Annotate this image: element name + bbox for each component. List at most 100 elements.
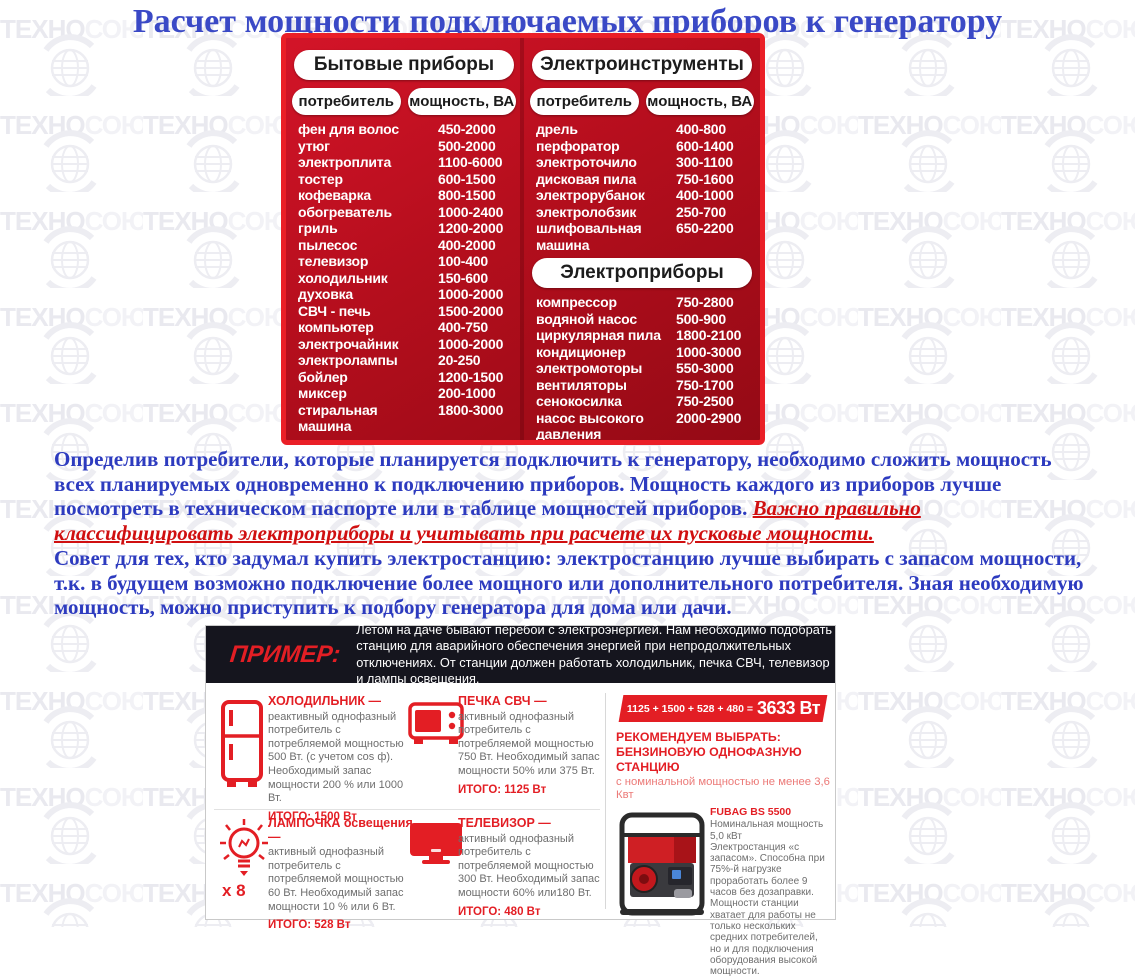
device-name: электрорубанок xyxy=(536,187,645,203)
device-power: 1000-2000 xyxy=(438,335,504,352)
item-body: активный однофазный потребитель с потреб… xyxy=(458,710,600,777)
item-total: ИТОГО: 1125 Вт xyxy=(458,783,547,796)
device-power: 100-400 xyxy=(438,253,488,269)
device-power: 400-800 xyxy=(676,121,726,137)
device-name: фен для волос xyxy=(298,121,399,137)
item-title: ТЕЛЕВИЗОР — xyxy=(458,816,551,830)
table-row: духовка 1000-2000 xyxy=(292,286,516,303)
device-name: сенокосилка xyxy=(536,393,622,409)
table-row: вентиляторы 750-1700 xyxy=(530,377,754,394)
device-power: 550-3000 xyxy=(676,360,734,376)
device-name: перфоратор xyxy=(536,137,620,154)
device-name: кондиционер xyxy=(536,343,626,360)
device-power: 750-2800 xyxy=(676,294,734,310)
table-row: стиральная машина 1800-3000 xyxy=(292,402,516,435)
example-intro: Летом на даче бывают перебои с электроэн… xyxy=(356,621,833,687)
device-name: гриль xyxy=(298,220,338,236)
device-power: 1200-2000 xyxy=(438,220,504,236)
paragraph-blue-text: Определив потребители, которые планирует… xyxy=(54,447,1052,521)
table-row: обогреватель 1000-2400 xyxy=(292,204,516,221)
device-name: телевизор xyxy=(298,253,369,269)
device-power: 250-700 xyxy=(676,203,726,220)
item-text: ЛАМПОЧКА освещения — активный однофазный… xyxy=(268,816,414,933)
device-name: дисковая пила xyxy=(536,170,637,187)
device-power: 1100-6000 xyxy=(438,154,503,170)
section-header-appliances: Электроприборы xyxy=(532,258,752,288)
example-label: ПРИМЕР: xyxy=(228,640,342,668)
item-text: ХОЛОДИЛЬНИК — реактивный однофазный потр… xyxy=(268,694,414,824)
recommendation-text: РЕКОМЕНДУЕМ ВЫБРАТЬ: БЕНЗИНОВУЮ ОДНОФАЗН… xyxy=(616,730,831,802)
generator-details: Электростанция «с запасом». Способна при… xyxy=(710,841,825,977)
table-row: насос высокого давления 2000-2900 xyxy=(530,409,754,442)
bulb-icon xyxy=(220,819,268,876)
item-total: ИТОГО: 1500 Вт xyxy=(268,810,357,823)
section-header-household: Бытовые приборы xyxy=(294,50,514,80)
table-column-household: Бытовые приборы потребитель мощность, ВА… xyxy=(290,38,518,440)
device-name: компьютер xyxy=(298,319,374,335)
device-name: стиральная машина xyxy=(298,401,378,435)
device-name: пылесос xyxy=(298,236,358,253)
table-row: водяной насос 500-900 xyxy=(530,311,754,328)
item-body: активный однофазный потребитель с потреб… xyxy=(458,832,600,899)
table-row: электролобзик 250-700 xyxy=(530,204,754,221)
formula-sum: 1125 + 1500 + 528 + 480 = xyxy=(627,702,754,715)
column-header-power: мощность, ВА xyxy=(645,88,754,115)
device-power: 600-1500 xyxy=(438,170,496,187)
device-name: водяной насос xyxy=(536,310,637,327)
item-title: ХОЛОДИЛЬНИК — xyxy=(268,694,382,708)
table-row: миксер 200-1000 xyxy=(292,385,516,402)
tools-rows: дрель 400-800 перфоратор 600-1400 электроточ… xyxy=(528,121,756,253)
table-row: сенокосилка 750-2500 xyxy=(530,393,754,410)
paragraph-calculation-advice: Определив потребители, которые планирует… xyxy=(54,447,1094,545)
generator-specs: Номинальная мощность 5,0 кВт xyxy=(710,819,824,842)
device-name: миксер xyxy=(298,385,347,401)
device-name: насос высокого давления xyxy=(536,409,644,442)
example-body: ХОЛОДИЛЬНИК — реактивный однофазный потр… xyxy=(206,683,835,977)
table-row: дрель 400-800 xyxy=(530,121,754,138)
device-power: 2000-2900 xyxy=(676,409,742,426)
horizontal-divider xyxy=(214,809,600,810)
example-block: ПРИМЕР: Летом на даче бывают перебои с э… xyxy=(205,621,836,977)
device-power: 1500-2000 xyxy=(438,302,504,319)
generator-model: FUBAG BS 5500 xyxy=(710,806,792,818)
device-power: 1000-3000 xyxy=(676,343,742,360)
device-power: 750-2500 xyxy=(676,393,734,409)
item-body: реактивный однофазный потребитель с потр… xyxy=(268,710,404,805)
item-title: ЛАМПОЧКА освещения — xyxy=(268,816,413,844)
table-row: фен для волос 450-2000 xyxy=(292,121,516,138)
device-name: электромоторы xyxy=(536,360,643,376)
device-name: электрочайник xyxy=(298,335,399,352)
table-row: электрочайник 1000-2000 xyxy=(292,336,516,353)
table-row: компьютер 400-750 xyxy=(292,319,516,336)
table-row: шлифовальная машина 650-2200 xyxy=(530,220,754,253)
device-power: 1800-3000 xyxy=(438,401,504,418)
item-total: ИТОГО: 480 Вт xyxy=(458,905,541,918)
device-name: духовка xyxy=(298,286,354,302)
bulb-multiplier: х 8 xyxy=(222,881,246,900)
table-row: телевизор 100-400 xyxy=(292,253,516,270)
section-header-tools: Электроинструменты xyxy=(532,50,752,80)
device-power: 300-1100 xyxy=(676,154,733,170)
device-name: электроточило xyxy=(536,154,637,170)
vertical-divider xyxy=(605,693,606,909)
formula-result: 3633 Вт xyxy=(757,698,821,718)
microwave-icon xyxy=(408,702,464,744)
subheader-row: потребитель мощность, ВА xyxy=(292,88,516,115)
device-power: 600-1400 xyxy=(676,137,734,154)
recommendation-line2: БЕНЗИНОВУЮ ОДНОФАЗНУЮ СТАНЦИЮ xyxy=(616,745,802,774)
column-header-consumer: потребитель xyxy=(530,88,639,115)
table-row: электроточило 300-1100 xyxy=(530,154,754,171)
device-power: 800-1500 xyxy=(438,187,496,203)
device-name: электролобзик xyxy=(536,203,637,220)
device-power: 200-1000 xyxy=(438,385,496,401)
column-divider xyxy=(520,38,524,440)
device-name: утюг xyxy=(298,137,330,154)
item-body: активный однофазный потребитель с потреб… xyxy=(268,846,404,913)
table-row: электромоторы 550-3000 xyxy=(530,360,754,377)
device-name: шлифовальная машина xyxy=(536,220,642,253)
device-name: тостер xyxy=(298,170,343,187)
device-power: 500-2000 xyxy=(438,137,496,154)
table-row: кофеварка 800-1500 xyxy=(292,187,516,204)
table-row: кондиционер 1000-3000 xyxy=(530,344,754,361)
device-power: 750-1700 xyxy=(676,376,734,393)
